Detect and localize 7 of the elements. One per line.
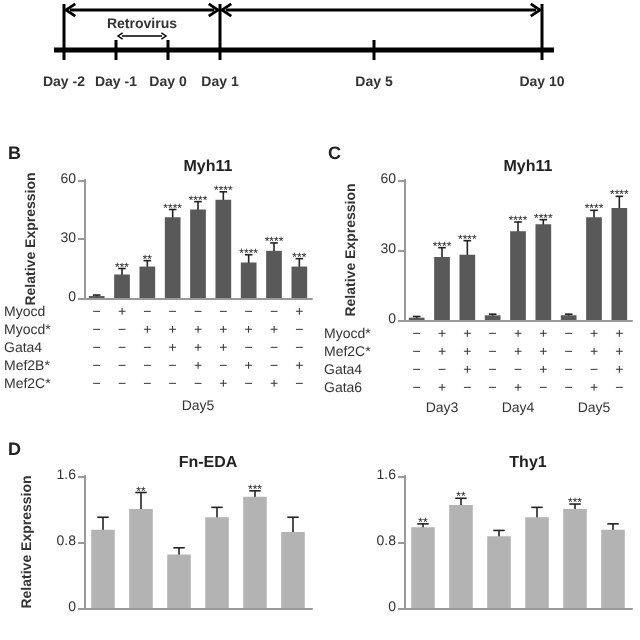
text: D (8, 439, 22, 459)
chart-title: Fn-EDA (178, 453, 238, 471)
chart-title: Thy1 (509, 453, 548, 471)
chart-title: Myh11 (503, 157, 554, 175)
chart-title: Myh11 (183, 157, 234, 175)
text: B (8, 143, 22, 163)
text: C (328, 143, 342, 163)
